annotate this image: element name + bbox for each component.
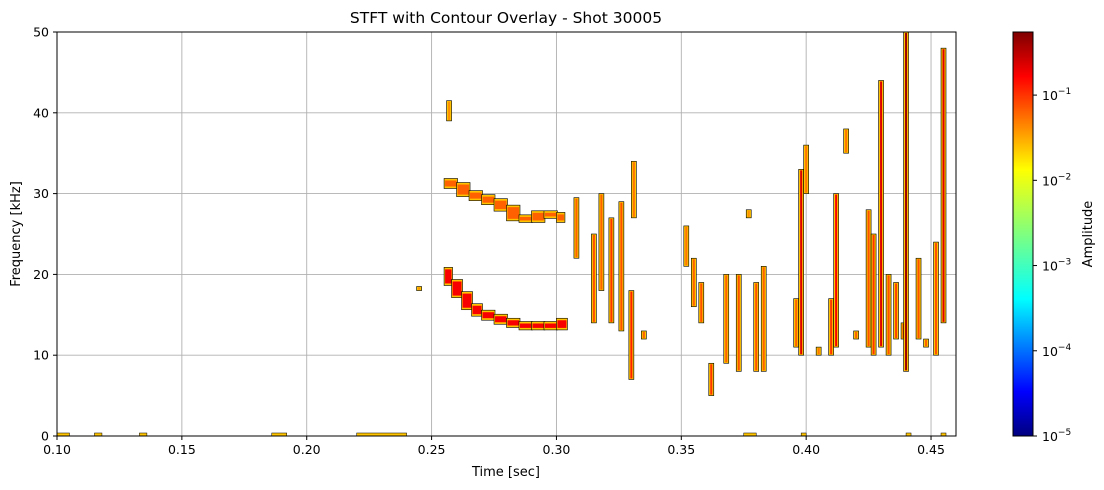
- colorbar-tick-label: 10−1: [1042, 87, 1071, 103]
- burst-core: [917, 259, 920, 339]
- mode-core-cell: [445, 180, 457, 187]
- burst-core: [845, 129, 848, 153]
- mode-core-cell: [544, 323, 557, 328]
- mode-core-cell: [532, 212, 544, 221]
- burst-core: [725, 275, 728, 363]
- burst-core: [642, 331, 645, 339]
- burst-core: [925, 340, 928, 347]
- burst-core: [737, 275, 740, 371]
- mode-core-cell: [482, 312, 495, 319]
- mode-core-cell: [557, 320, 567, 328]
- x-tick-label: 0.20: [293, 442, 321, 457]
- mode-core-cell: [495, 200, 507, 210]
- burst-core: [887, 275, 890, 355]
- mode-core-cell: [472, 305, 482, 315]
- mode-core-cell: [532, 323, 544, 328]
- x-tick-label: 0.10: [43, 442, 71, 457]
- burst-core: [592, 235, 595, 322]
- burst-core: [817, 348, 820, 355]
- y-tick-label: 40: [33, 105, 49, 120]
- baseline-segment: [905, 432, 912, 436]
- x-tick-label: 0.45: [917, 442, 945, 457]
- y-axis-label: Frequency [kHz]: [9, 181, 24, 287]
- burst-core: [448, 101, 451, 120]
- baseline-segment: [139, 432, 148, 436]
- plot-area: [57, 32, 956, 436]
- colorbar-tick-label: 10−3: [1042, 258, 1071, 274]
- burst-core: [867, 210, 870, 347]
- burst-core: [942, 49, 945, 322]
- x-tick-label: 0.25: [418, 442, 446, 457]
- burst-core: [632, 162, 635, 217]
- x-axis-label: Time [sec]: [471, 465, 540, 480]
- y-tick-label: 30: [33, 186, 49, 201]
- y-tick-label: 20: [33, 267, 49, 282]
- baseline-segment: [271, 432, 287, 436]
- burst-core: [747, 210, 750, 217]
- baseline-segment: [57, 432, 70, 436]
- burst-core: [600, 194, 603, 290]
- mode-core-cell: [519, 216, 532, 221]
- burst-core: [855, 331, 858, 339]
- burst-core: [700, 283, 703, 322]
- burst-core: [710, 364, 713, 395]
- colorbar-ticks: 10−5 10−4 10−3 10−2 10−1: [1033, 87, 1071, 444]
- burst-core: [805, 146, 808, 193]
- mode-core-cell: [507, 320, 519, 326]
- burst-core: [755, 283, 758, 371]
- baseline-segment: [94, 432, 103, 436]
- burst-core: [795, 299, 798, 347]
- burst-core: [762, 267, 765, 371]
- colorbar: [1012, 31, 1034, 437]
- y-tick-label: 0: [41, 429, 49, 444]
- mode-core-cell: [452, 281, 462, 296]
- chart-title: STFT with Contour Overlay - Shot 30005: [350, 9, 662, 27]
- baseline-segment: [743, 432, 757, 436]
- burst-core: [630, 291, 633, 379]
- colorbar-tick-label: 10−4: [1042, 343, 1071, 359]
- mode-core-cell: [557, 214, 564, 221]
- colorbar-tick-label: 10−2: [1042, 172, 1071, 188]
- mode-core-cell: [507, 207, 519, 219]
- burst-core: [830, 299, 833, 355]
- spectrogram-features: [57, 32, 947, 436]
- mode-core-cell: [544, 212, 557, 217]
- mode-core-cell: [519, 323, 532, 328]
- burst-core: [575, 198, 578, 258]
- burst-core: [895, 283, 898, 339]
- x-tick-label: 0.35: [667, 442, 695, 457]
- baseline-segment: [800, 432, 807, 436]
- burst-core: [872, 235, 875, 355]
- y-tick-label: 10: [33, 348, 49, 363]
- x-tick-label: 0.30: [543, 442, 571, 457]
- mode-core-cell: [457, 184, 470, 195]
- burst-core: [685, 226, 688, 266]
- y-axis-ticks: 0 10 20 30 40 50: [33, 25, 57, 444]
- baseline-segment: [940, 432, 947, 436]
- burst-core: [880, 81, 883, 347]
- mode-core-cell: [495, 316, 507, 323]
- colorbar-tick-label: 10−5: [1042, 428, 1071, 444]
- x-axis-ticks: 0.10 0.15 0.20 0.25 0.30 0.35 0.40 0.45: [43, 436, 945, 457]
- mode-core-cell: [470, 192, 482, 199]
- mode-core-cell: [482, 196, 495, 203]
- burst-core: [935, 243, 938, 355]
- burst-core: [800, 170, 803, 355]
- plot-frame: [56, 31, 957, 437]
- burst-core: [418, 287, 421, 290]
- x-tick-label: 0.40: [792, 442, 820, 457]
- burst-core: [610, 218, 613, 322]
- burst-core: [620, 202, 623, 330]
- y-tick-label: 50: [33, 25, 49, 40]
- mode-core-cell: [445, 269, 452, 284]
- x-tick-label: 0.15: [168, 442, 196, 457]
- burst-core: [692, 259, 695, 306]
- colorbar-label: Amplitude: [1081, 201, 1096, 268]
- burst-core: [905, 33, 908, 371]
- burst-core: [835, 194, 838, 347]
- mode-core-cell: [462, 293, 472, 308]
- baseline-segment: [356, 432, 407, 436]
